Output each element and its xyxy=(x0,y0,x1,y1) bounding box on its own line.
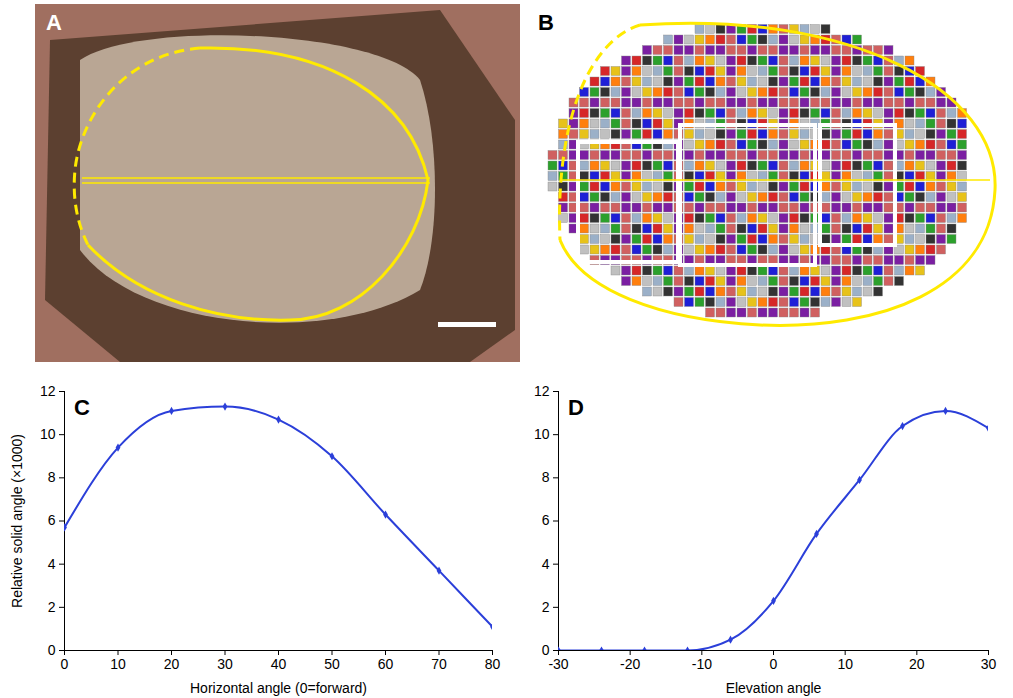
svg-text:20: 20 xyxy=(164,656,180,672)
svg-text:60: 60 xyxy=(378,656,394,672)
svg-text:30: 30 xyxy=(217,656,233,672)
svg-text:10: 10 xyxy=(40,426,56,442)
svg-text:12: 12 xyxy=(534,383,550,399)
svg-text:20: 20 xyxy=(909,656,925,672)
html-text:B: B xyxy=(538,10,554,35)
svg-text:2: 2 xyxy=(48,599,56,615)
svg-text:6: 6 xyxy=(542,512,550,528)
svg-text:0: 0 xyxy=(61,656,69,672)
svg-text:6: 6 xyxy=(48,512,56,528)
svg-text:80: 80 xyxy=(485,656,501,672)
svg-text:10: 10 xyxy=(534,426,550,442)
html-text:C: C xyxy=(74,395,90,420)
svg-text:Elevation angle: Elevation angle xyxy=(726,680,822,696)
svg-text:4: 4 xyxy=(542,556,550,572)
svg-text:2: 2 xyxy=(542,599,550,615)
svg-text:10: 10 xyxy=(110,656,126,672)
svg-text:Horizontal angle (0=forward): Horizontal angle (0=forward) xyxy=(190,680,367,696)
svg-text:40: 40 xyxy=(271,656,287,672)
html-text:A: A xyxy=(46,10,62,35)
svg-text:Relative solid angle (×1000): Relative solid angle (×1000) xyxy=(9,434,25,608)
svg-text:4: 4 xyxy=(48,556,56,572)
svg-text:70: 70 xyxy=(431,656,447,672)
svg-text:0: 0 xyxy=(770,656,778,672)
svg-text:-20: -20 xyxy=(620,656,640,672)
html-text:D: D xyxy=(568,395,584,420)
svg-text:0: 0 xyxy=(48,642,56,658)
svg-text:30: 30 xyxy=(981,656,997,672)
svg-text:-10: -10 xyxy=(692,656,712,672)
svg-text:12: 12 xyxy=(40,383,56,399)
svg-text:10: 10 xyxy=(837,656,853,672)
svg-text:-30: -30 xyxy=(548,656,568,672)
svg-text:8: 8 xyxy=(48,469,56,485)
svg-text:0: 0 xyxy=(541,642,550,658)
svg-text:50: 50 xyxy=(324,656,340,672)
svg-text:8: 8 xyxy=(542,469,550,485)
